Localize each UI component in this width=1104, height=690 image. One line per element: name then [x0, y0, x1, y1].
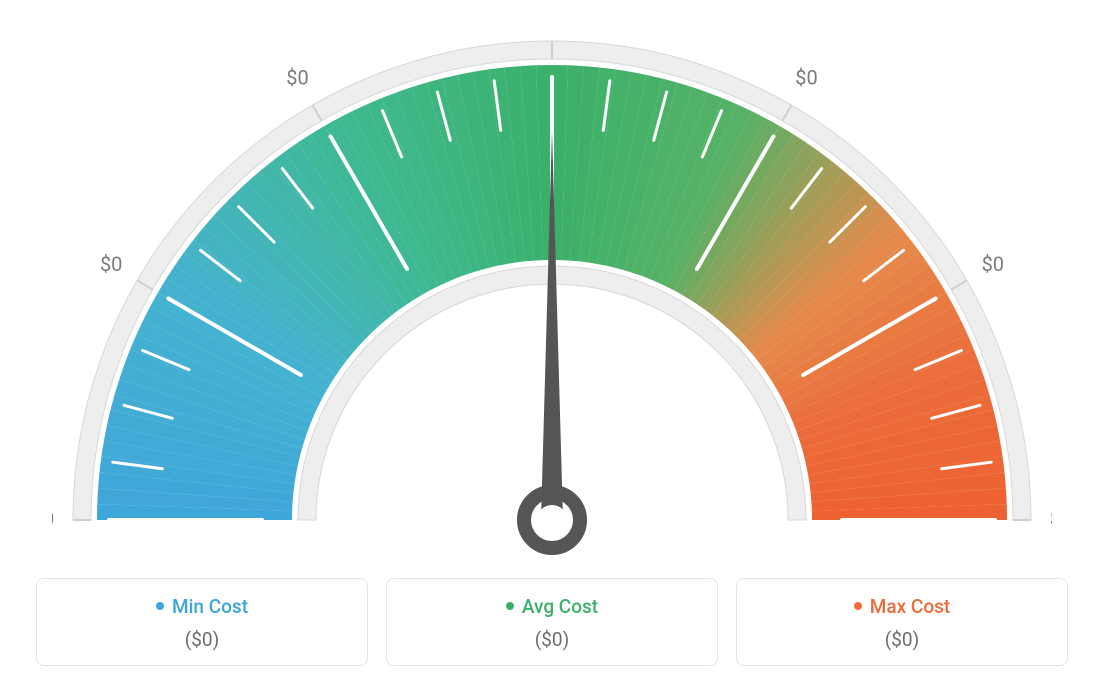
- dot-icon-min: [156, 602, 164, 610]
- dot-icon-avg: [506, 602, 514, 610]
- legend-label-min: Min Cost: [45, 595, 359, 618]
- legend-row: Min Cost ($0) Avg Cost ($0) Max Cost ($0…: [36, 578, 1068, 666]
- gauge-area: $0 $0 $0 $0 $0 $0 $0: [52, 20, 1052, 560]
- legend-value-avg: ($0): [395, 628, 709, 651]
- legend-label-avg: Avg Cost: [395, 595, 709, 618]
- legend-label-min-text: Min Cost: [172, 595, 248, 618]
- legend-label-max: Max Cost: [745, 595, 1059, 618]
- legend-label-avg-text: Avg Cost: [522, 595, 598, 618]
- svg-text:$0: $0: [795, 65, 817, 89]
- legend-label-max-text: Max Cost: [870, 595, 950, 618]
- svg-text:$0: $0: [1050, 506, 1052, 530]
- legend-card-min: Min Cost ($0): [36, 578, 368, 666]
- legend-card-avg: Avg Cost ($0): [386, 578, 718, 666]
- svg-text:$0: $0: [52, 506, 54, 530]
- svg-text:$0: $0: [541, 20, 563, 21]
- dot-icon-max: [854, 602, 862, 610]
- legend-value-min: ($0): [45, 628, 359, 651]
- legend-value-max: ($0): [745, 628, 1059, 651]
- gauge-svg: $0 $0 $0 $0 $0 $0 $0: [52, 20, 1052, 560]
- svg-text:$0: $0: [982, 252, 1004, 276]
- svg-text:$0: $0: [100, 252, 122, 276]
- cost-gauge-chart: $0 $0 $0 $0 $0 $0 $0 Min Cost ($0) Avg Cost ($…: [0, 0, 1104, 690]
- legend-card-max: Max Cost ($0): [736, 578, 1068, 666]
- svg-text:$0: $0: [286, 65, 308, 89]
